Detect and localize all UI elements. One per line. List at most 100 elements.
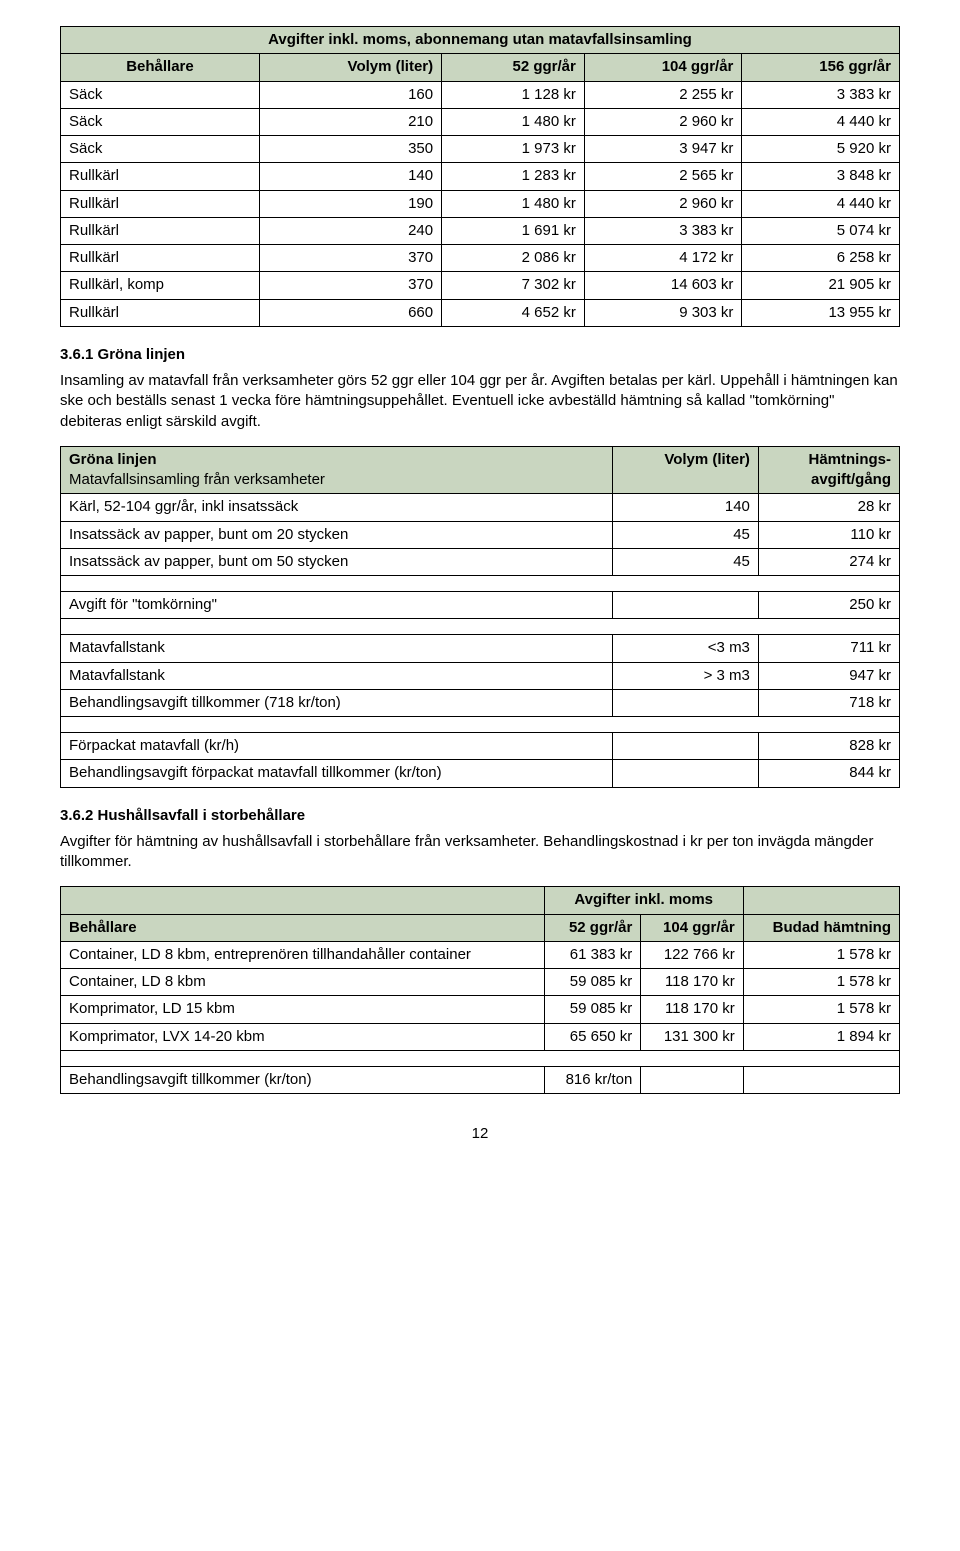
table-cell: 9 303 kr [584,299,742,326]
table-cell: Matavfallstank [61,662,613,689]
t1-h1: Volym (liter) [259,54,441,81]
table-cell: Komprimator, LD 15 kbm [61,996,545,1023]
table-cell: 160 [259,81,441,108]
grona-linjen-table: Gröna linjen Matavfallsinsamling från ve… [60,446,900,788]
table-cell: 3 383 kr [584,217,742,244]
table-row: Rullkärl3702 086 kr4 172 kr6 258 kr [61,245,900,272]
table-cell: 28 kr [758,494,899,521]
table-cell: 350 [259,136,441,163]
table-cell: 59 085 kr [544,996,641,1023]
table-row: Behandlingsavgift tillkommer (718 kr/ton… [61,689,900,716]
table-cell: Behandlingsavgift tillkommer (718 kr/ton… [61,689,613,716]
table-cell: Rullkärl [61,299,260,326]
table-row: Container, LD 8 kbm59 085 kr118 170 kr1 … [61,969,900,996]
t2-head-center: Volym (liter) [613,446,758,494]
t3-h1: 52 ggr/år [544,914,641,941]
table-cell: 3 383 kr [742,81,900,108]
t3-h3: Budad hämtning [743,914,899,941]
section-362-para: Avgifter för hämtning av hushållsavfall … [60,832,900,873]
table-cell: Rullkärl [61,245,260,272]
table-row: Container, LD 8 kbm, entreprenören tillh… [61,941,900,968]
table-cell: 2 565 kr [584,163,742,190]
table-cell: 274 kr [758,548,899,575]
table-cell: Kärl, 52-104 ggr/år, inkl insatssäck [61,494,613,521]
t3-footer-val: 816 kr/ton [544,1066,641,1093]
tomkorning-label: Avgift för "tomkörning" [61,592,613,619]
table-cell: 4 440 kr [742,108,900,135]
table-cell: Säck [61,136,260,163]
t3-h0: Behållare [61,914,545,941]
table-row: Insatssäck av papper, bunt om 20 stycken… [61,521,900,548]
table-cell: 1 480 kr [442,108,585,135]
table-row: Behandlingsavgift förpackat matavfall ti… [61,760,900,787]
table-cell: <3 m3 [613,635,758,662]
table-row: Säck3501 973 kr3 947 kr5 920 kr [61,136,900,163]
table-cell: 844 kr [758,760,899,787]
table-cell: 4 440 kr [742,190,900,217]
t3-h2: 104 ggr/år [641,914,743,941]
table-cell: 2 086 kr [442,245,585,272]
table-cell: 1 691 kr [442,217,585,244]
table-cell: 131 300 kr [641,1023,743,1050]
table-cell: 122 766 kr [641,941,743,968]
table-row: Matavfallstank> 3 m3947 kr [61,662,900,689]
table1-title: Avgifter inkl. moms, abonnemang utan mat… [61,27,900,54]
table-cell: Förpackat matavfall (kr/h) [61,733,613,760]
table-cell: 13 955 kr [742,299,900,326]
table-cell: Rullkärl [61,190,260,217]
table-row: Rullkärl6604 652 kr9 303 kr13 955 kr [61,299,900,326]
section-362-heading: 3.6.2 Hushållsavfall i storbehållare [60,806,900,826]
table-cell [613,689,758,716]
table-cell: 718 kr [758,689,899,716]
table-cell: 947 kr [758,662,899,689]
table-row: Förpackat matavfall (kr/h) 828 kr [61,733,900,760]
table-cell: 3 947 kr [584,136,742,163]
table-cell: Rullkärl, komp [61,272,260,299]
t1-h4: 156 ggr/år [742,54,900,81]
table-cell: Säck [61,81,260,108]
table-cell: Rullkärl [61,217,260,244]
t2-head-right: Hämtnings-avgift/gång [758,446,899,494]
t2-head-left: Gröna linjen Matavfallsinsamling från ve… [61,446,613,494]
table-cell: 65 650 kr [544,1023,641,1050]
t3-footer-label: Behandlingsavgift tillkommer (kr/ton) [61,1066,545,1093]
table-cell: Behandlingsavgift förpackat matavfall ti… [61,760,613,787]
table-row: Rullkärl1901 480 kr2 960 kr4 440 kr [61,190,900,217]
table-cell: 828 kr [758,733,899,760]
tomkorning-val: 250 kr [758,592,899,619]
table-cell: 5 920 kr [742,136,900,163]
table-cell: 1 894 kr [743,1023,899,1050]
table-cell: 5 074 kr [742,217,900,244]
table-cell: > 3 m3 [613,662,758,689]
table-row: Säck1601 128 kr2 255 kr3 383 kr [61,81,900,108]
t1-h2: 52 ggr/år [442,54,585,81]
table-cell: 1 578 kr [743,996,899,1023]
t3-title: Avgifter inkl. moms [544,887,743,914]
section-361-para: Insamling av matavfall från verksamheter… [60,371,900,432]
table-cell: 370 [259,272,441,299]
table-cell: 210 [259,108,441,135]
table-cell: Komprimator, LVX 14-20 kbm [61,1023,545,1050]
table-cell: 118 170 kr [641,996,743,1023]
table-row: Insatssäck av papper, bunt om 50 stycken… [61,548,900,575]
table-cell: 660 [259,299,441,326]
table-cell [613,760,758,787]
table-row: Rullkärl1401 283 kr2 565 kr3 848 kr [61,163,900,190]
table-cell: 3 848 kr [742,163,900,190]
table-cell: 59 085 kr [544,969,641,996]
table-row: Kärl, 52-104 ggr/år, inkl insatssäck1402… [61,494,900,521]
table-cell: Insatssäck av papper, bunt om 50 stycken [61,548,613,575]
table-cell: 711 kr [758,635,899,662]
table-cell: 140 [613,494,758,521]
table-cell: Insatssäck av papper, bunt om 20 stycken [61,521,613,548]
table-cell: 7 302 kr [442,272,585,299]
table-cell: 45 [613,521,758,548]
table-cell: 4 652 kr [442,299,585,326]
table-cell: 1 128 kr [442,81,585,108]
table-cell: Matavfallstank [61,635,613,662]
section-361-heading: 3.6.1 Gröna linjen [60,345,900,365]
table-cell: 2 960 kr [584,190,742,217]
table-cell: 190 [259,190,441,217]
table-cell: 118 170 kr [641,969,743,996]
table-row: Matavfallstank<3 m3711 kr [61,635,900,662]
